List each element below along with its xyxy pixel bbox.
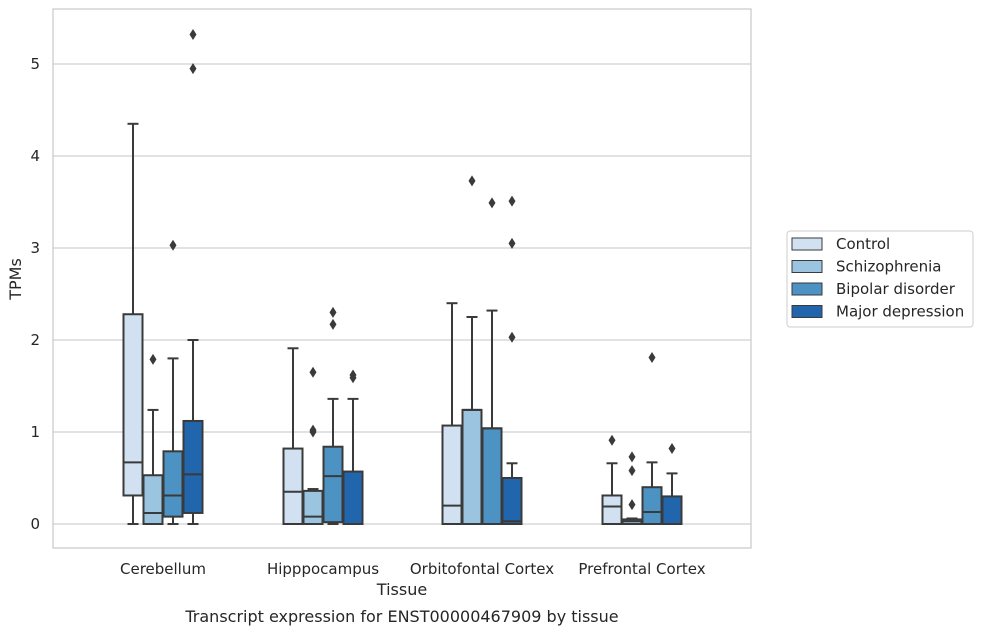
iqr-box — [162, 450, 184, 518]
box-cerebellum-schizophrenia — [142, 353, 164, 525]
outlier-point — [468, 175, 476, 187]
box-orbitofontal-cortex-control — [441, 302, 463, 525]
iqr-box — [122, 313, 144, 497]
legend-swatch-bipolar-disorder — [791, 282, 823, 296]
box-cerebellum-major-depression — [182, 29, 204, 525]
box-hipppocampus-major-depression — [342, 369, 364, 525]
legend: Control Schizophrenia Bipolar disorder Majo… — [786, 230, 974, 328]
iqr-box — [461, 408, 483, 526]
iqr-box — [142, 474, 164, 525]
y-tick-label-3: 3 — [30, 239, 40, 257]
box-hipppocampus-control — [282, 347, 304, 525]
iqr-box — [601, 494, 623, 526]
box-prefrontal-cortex-schizophrenia — [621, 451, 643, 526]
legend-frame — [786, 230, 974, 328]
iqr-box — [182, 419, 204, 514]
iqr-box — [342, 470, 364, 525]
x-tick-label-hipppocampus: Hipppocampus — [267, 560, 379, 578]
outlier-point — [628, 451, 636, 463]
legend-label-schizophrenia: Schizophrenia — [836, 258, 941, 276]
outlier-point — [648, 351, 656, 363]
x-tick-label-orbitofontal-cortex: Orbitofontal Cortex — [410, 560, 554, 578]
outlier-point — [628, 465, 636, 477]
legend-swatch-major-depression — [791, 305, 823, 318]
legend-label-control: Control — [836, 235, 890, 253]
outlier-point — [488, 197, 496, 209]
iqr-box — [441, 424, 463, 525]
iqr-box — [641, 486, 663, 526]
y-tick-label-2: 2 — [30, 331, 40, 349]
outlier-point — [189, 29, 197, 41]
outlier-point — [309, 366, 317, 378]
y-tick-label-5: 5 — [30, 55, 40, 73]
outlier-point — [508, 195, 516, 207]
outlier-point — [309, 424, 317, 436]
box-orbitofontal-cortex-schizophrenia — [461, 175, 483, 526]
chart-caption: Transcript expression for ENST0000046790… — [184, 607, 618, 626]
box-cerebellum-control — [122, 122, 144, 525]
y-tick-label-1: 1 — [30, 423, 40, 441]
box-orbitofontal-cortex-major-depression — [501, 195, 523, 525]
y-tick-label-0: 0 — [30, 515, 40, 533]
box-prefrontal-cortex-bipolar-disorder — [641, 351, 663, 526]
iqr-box — [282, 447, 304, 525]
x-tick-label-prefrontal-cortex: Prefrontal Cortex — [578, 560, 705, 578]
outlier-point — [189, 63, 197, 75]
iqr-box — [322, 445, 344, 524]
y-tick-label-4: 4 — [30, 147, 40, 165]
outlier-point — [508, 331, 516, 343]
box-orbitofontal-cortex-bipolar-disorder — [481, 197, 503, 526]
legend-swatch-control — [791, 237, 823, 251]
outlier-point — [608, 434, 616, 446]
outlier-point — [149, 353, 157, 365]
legend-label-bipolar-disorder: Bipolar disorder — [836, 280, 956, 298]
iqr-box — [661, 495, 683, 525]
iqr-box — [481, 427, 503, 526]
box-plots — [122, 29, 683, 526]
outlier-point — [668, 443, 676, 455]
box-prefrontal-cortex-control — [601, 434, 623, 526]
outlier-point — [329, 318, 337, 330]
x-tick-label-cerebellum: Cerebellum — [120, 560, 206, 578]
grid-lines — [53, 63, 751, 525]
legend-label-major-depression: Major depression — [836, 303, 964, 321]
y-tick-labels: 0 1 2 3 4 5 — [30, 55, 40, 533]
iqr-box — [302, 489, 324, 526]
outlier-point — [628, 499, 636, 511]
outlier-point — [329, 306, 337, 318]
legend-swatch-schizophrenia — [791, 260, 823, 273]
outlier-point — [349, 369, 357, 381]
outlier-point — [508, 237, 516, 249]
box-hipppocampus-schizophrenia — [302, 366, 324, 526]
y-axis-label: TPMs — [6, 258, 25, 301]
box-prefrontal-cortex-major-depression — [661, 443, 683, 525]
x-tick-labels: Cerebellum Hipppocampus Orbitofontal Corte… — [120, 560, 706, 578]
plot-frame — [52, 8, 752, 549]
x-axis-label: Tissue — [376, 580, 427, 599]
box-cerebellum-bipolar-disorder — [162, 239, 184, 525]
outlier-point — [169, 239, 177, 251]
iqr-box — [501, 477, 523, 525]
